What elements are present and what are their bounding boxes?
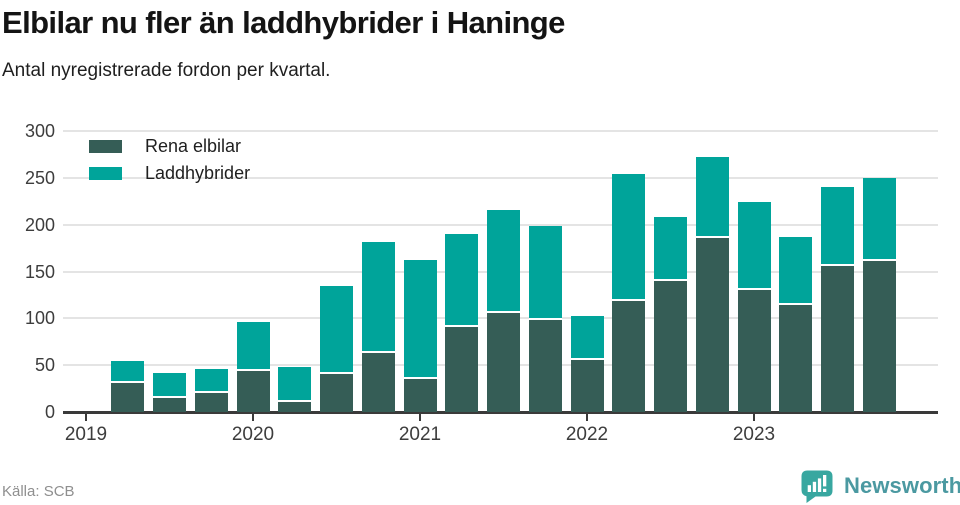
- bar-2021-q3-laddhybrider: [487, 209, 520, 313]
- bar-2022-q1-laddhybrider: [570, 316, 604, 360]
- bar-2020-q4-rena-elbilar: [361, 353, 395, 412]
- chart-legend: Rena elbilar Laddhybrider: [89, 133, 250, 187]
- x-tick-label-2021: 2021: [398, 424, 442, 445]
- bar-2019-q4-rena-elbilar: [194, 393, 228, 412]
- bar-2022-q3-rena-elbilar: [654, 280, 687, 412]
- x-tick-2021: [419, 413, 421, 421]
- x-tick-2022: [586, 413, 588, 421]
- x-axis-line: [63, 411, 938, 414]
- bar-2022-q3-laddhybrider: [654, 217, 687, 281]
- bar-2023-q1-laddhybrider: [737, 202, 771, 291]
- bar-2021-q3-rena-elbilar: [487, 312, 520, 412]
- bar-2023-q2-rena-elbilar: [779, 305, 813, 412]
- newsworthy-logo: Newsworthy: [799, 468, 960, 504]
- bar-2019-q4-laddhybrider: [194, 368, 228, 394]
- bar-2023-q3-rena-elbilar: [821, 265, 854, 412]
- y-tick-label-300: 300: [24, 121, 55, 141]
- bar-2019-q3-rena-elbilar: [153, 397, 186, 412]
- bar-2021-q2-rena-elbilar: [445, 326, 479, 412]
- newsworthy-bubble-chart-icon: [801, 470, 833, 503]
- bar-2022-q1-rena-elbilar: [570, 359, 604, 412]
- bar-2023-q4-rena-elbilar: [862, 261, 896, 412]
- x-tick-2020: [252, 413, 254, 421]
- bar-2019-q2-rena-elbilar: [111, 382, 145, 412]
- x-tick-2019: [85, 413, 87, 421]
- bar-2023-q4-laddhybrider: [862, 177, 896, 262]
- chart-subtitle: Antal nyregistrerade fordon per kvartal.: [2, 60, 331, 81]
- y-tick-label-0: 0: [44, 402, 55, 422]
- gridline-250: [63, 176, 938, 179]
- y-axis-labels: 0 50 100 150 200 250 300: [0, 121, 55, 422]
- bar-2019-q2-laddhybrider: [111, 360, 145, 383]
- bar-2022-q2-laddhybrider: [612, 174, 646, 302]
- legend-swatch-icon: [89, 140, 122, 153]
- legend-item-laddhybrider: Laddhybrider: [89, 160, 250, 187]
- bar-2023-q3-laddhybrider: [821, 187, 854, 266]
- brand-name: Newsworthy: [844, 473, 960, 498]
- x-tick-label-2023: 2023: [732, 424, 776, 445]
- bar-2022-q4-laddhybrider: [695, 157, 729, 238]
- bar-2019-q3-laddhybrider: [153, 372, 186, 398]
- bar-2021-q4-laddhybrider: [528, 225, 562, 321]
- x-tick-label-2020: 2020: [231, 424, 275, 445]
- legend-item-rena-elbilar: Rena elbilar: [89, 133, 250, 160]
- legend-swatch-icon: [89, 167, 122, 180]
- x-tick-label-2022: 2022: [565, 424, 609, 445]
- x-tick-2023: [753, 413, 755, 421]
- bar-2023-q2-laddhybrider: [779, 236, 813, 306]
- bar-2020-q1-rena-elbilar: [236, 370, 270, 412]
- bar-2023-q1-rena-elbilar: [737, 290, 771, 412]
- bar-2020-q3-laddhybrider: [320, 285, 353, 374]
- y-tick-label-100: 100: [24, 308, 55, 329]
- bar-2021-q1-rena-elbilar: [403, 379, 437, 412]
- source-label: Källa: SCB: [2, 483, 75, 500]
- bar-2022-q4-rena-elbilar: [695, 237, 729, 412]
- bar-2020-q3-rena-elbilar: [320, 373, 353, 412]
- y-tick-label-150: 150: [24, 261, 55, 282]
- x-tick-label-2019: 2019: [64, 424, 108, 445]
- legend-label: Rena elbilar: [145, 136, 242, 156]
- stacked-bar-plot-area: 2019 2020 2021 2022 2023: [63, 130, 938, 445]
- bar-2020-q2-rena-elbilar: [278, 401, 312, 412]
- gridline-300: [63, 130, 938, 132]
- y-tick-label-250: 250: [24, 167, 55, 188]
- bar-2020-q4-laddhybrider: [361, 242, 395, 353]
- bar-2021-q2-laddhybrider: [445, 234, 479, 327]
- bar-2020-q2-laddhybrider: [278, 367, 312, 402]
- bar-2021-q1-laddhybrider: [403, 260, 437, 380]
- bar-2022-q2-rena-elbilar: [612, 301, 646, 412]
- y-tick-label-50: 50: [34, 355, 55, 376]
- bar-2020-q1-laddhybrider: [236, 322, 270, 371]
- chart-title: Elbilar nu fler än laddhybrider i Haning…: [2, 5, 565, 40]
- bar-2021-q4-rena-elbilar: [528, 320, 562, 412]
- y-tick-label-200: 200: [24, 214, 55, 235]
- legend-label: Laddhybrider: [145, 163, 251, 183]
